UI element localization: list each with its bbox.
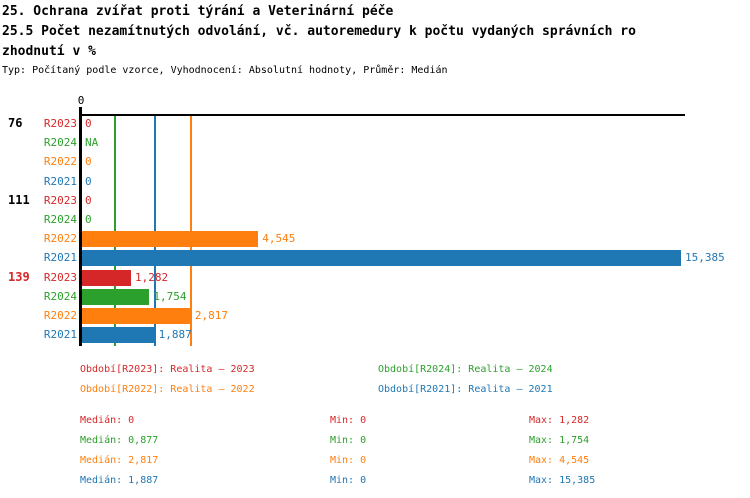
legend-item-r2023: Období[R2023]: Realita – 2023 [80,364,255,375]
bar-r2023 [81,269,131,286]
value-label: 0 [85,155,92,169]
value-label: 0 [85,174,92,188]
legend-item-r2024: Období[R2024]: Realita – 2024 [378,364,553,375]
chart-title-line2: 25.5 Počet nezamítnutých odvolání, vč. a… [2,24,636,39]
stat-median-r2022: Medián: 2,817 [80,455,159,466]
chart-subtitle: Typ: Počítaný podle vzorce, Vyhodnocení:… [2,65,448,76]
bar-r2021 [81,327,155,344]
series-label-r2024: R2024 [43,213,77,226]
value-label: 0 [85,117,92,130]
chart-title-line1: 25. Ochrana zvířat proti týrání a Veteri… [2,4,394,19]
median-line-r2022 [189,115,192,346]
x-axis-line [81,114,685,116]
stat-min-r2021: Min: 0 [330,475,367,486]
value-label: NA [85,136,99,150]
bar-r2021 [81,250,681,267]
legend-item-r2021: Období[R2021]: Realita – 2021 [378,384,553,395]
stat-max-r2021: Max: 15,385 [529,475,596,486]
series-label-r2021: R2021 [43,251,77,265]
series-label-r2023: R2023 [43,117,77,130]
value-label: 2,817 [194,309,228,322]
stat-median-r2024: Medián: 0,877 [80,435,159,446]
value-label: 0 [85,213,92,226]
series-label-r2022: R2022 [43,232,77,246]
stat-median-r2023: Medián: 0 [80,415,135,426]
median-line-r2021 [153,115,156,346]
stat-max-r2022: Max: 4,545 [529,455,590,466]
bar-r2022 [81,308,191,324]
series-label-r2021: R2021 [43,328,77,342]
stat-min-r2024: Min: 0 [330,435,367,446]
series-label-r2024: R2024 [43,136,77,150]
chart-title-line3: zhodnutí v % [2,44,96,59]
series-label-r2024: R2024 [43,289,77,303]
legend-item-r2022: Období[R2022]: Realita – 2022 [80,384,255,395]
stat-min-r2022: Min: 0 [330,455,367,466]
value-label: 1,282 [134,270,169,284]
stat-min-r2023: Min: 0 [330,415,367,426]
group-label: 139 [8,269,30,284]
series-label-r2022: R2022 [43,309,77,322]
axis-zero-tick-label: 0 [77,94,85,107]
series-label-r2023: R2023 [43,270,77,284]
group-label: 111 [8,192,30,207]
y-axis-line [79,107,82,346]
bar-r2024 [81,288,150,305]
stat-median-r2021: Medián: 1,887 [80,475,159,486]
value-label: 1,887 [158,328,192,342]
group-label: 76 [8,116,23,130]
series-label-r2021: R2021 [43,174,77,188]
value-label: 0 [85,193,92,207]
series-label-r2023: R2023 [43,193,77,207]
value-label: 1,754 [153,289,187,303]
stat-max-r2024: Max: 1,754 [529,435,590,446]
series-label-r2022: R2022 [43,155,77,169]
bar-r2022 [81,231,259,248]
median-line-r2024 [114,115,117,346]
value-label: 15,385 [685,251,725,265]
stat-max-r2023: Max: 1,282 [529,415,590,426]
value-label: 4,545 [262,232,296,246]
